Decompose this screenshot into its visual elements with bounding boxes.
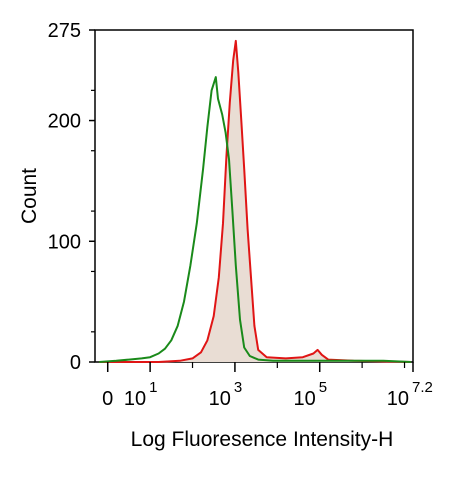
x-tick-exponent-3: 5 [319,379,327,396]
series-line-1 [99,76,411,363]
y-tick-label-2: 200 [48,111,81,133]
x-tick-label-0: 0 [102,388,113,410]
y-tick-label-1: 100 [48,231,81,253]
x-tick-label-1: 10 [124,388,146,410]
y-tick-label-0: 0 [70,352,81,374]
series-line-0 [99,39,411,363]
y-axis-ticks: 0 100 200 275 [48,20,95,374]
x-tick-exponent-4: 7.2 [412,379,433,396]
x-tick-label-2: 10 [209,388,231,410]
x-tick-exponent-2: 3 [234,379,242,396]
y-axis-title: Count [18,168,41,224]
x-tick-exponent-1: 1 [149,379,157,396]
series-fill-0 [99,40,411,363]
x-tick-label-4: 10 [387,388,409,410]
x-axis-title: Log Fluoresence Intensity-H [131,428,394,451]
y-tick-label-3: 275 [48,20,81,42]
x-tick-label-3: 10 [293,388,315,410]
series-layer [99,39,411,363]
